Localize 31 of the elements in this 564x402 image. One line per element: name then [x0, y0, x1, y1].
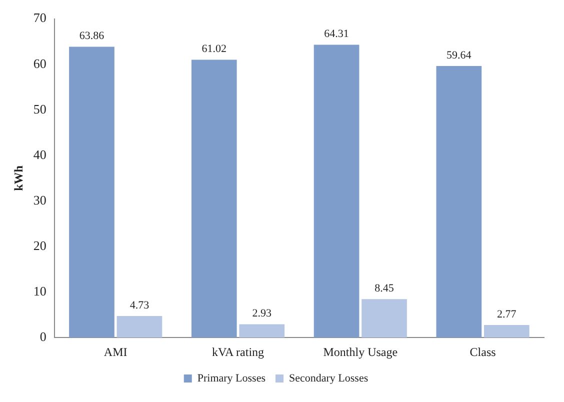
data-label: 8.45: [374, 282, 394, 295]
bar: [436, 66, 482, 338]
y-tick-label: 70: [33, 10, 46, 26]
y-axis-title: kWh: [11, 165, 26, 191]
x-tick-label: Monthly Usage: [323, 344, 398, 359]
data-label: 2.77: [497, 308, 517, 320]
bar: [484, 324, 530, 338]
y-tick-label: 10: [33, 283, 46, 298]
data-label: 64.31: [324, 28, 349, 40]
y-tick-label: 20: [33, 238, 46, 253]
x-tick-label: AMI: [104, 344, 128, 359]
y-tick-label: 60: [33, 56, 46, 71]
bar: [362, 299, 407, 338]
bar: [314, 44, 360, 338]
y-tick-label: 50: [33, 101, 46, 116]
data-label: 61.02: [202, 43, 227, 56]
legend-label: Primary Losses: [197, 372, 266, 384]
bar: [239, 324, 285, 338]
data-label: 4.73: [130, 299, 150, 312]
data-label: 59.64: [446, 49, 472, 62]
bar: [191, 60, 237, 338]
data-label: 63.86: [79, 30, 105, 42]
bar: [69, 46, 114, 338]
x-tick-label: Class: [470, 344, 496, 359]
bar: [116, 316, 162, 338]
x-tick-label: kVA rating: [212, 344, 264, 359]
y-tick-label: 30: [33, 192, 46, 208]
y-tick-label: 0: [40, 329, 46, 344]
y-tick-label: 40: [33, 146, 46, 162]
legend-label: Secondary Losses: [289, 372, 368, 384]
data-label: 2.93: [252, 308, 272, 320]
